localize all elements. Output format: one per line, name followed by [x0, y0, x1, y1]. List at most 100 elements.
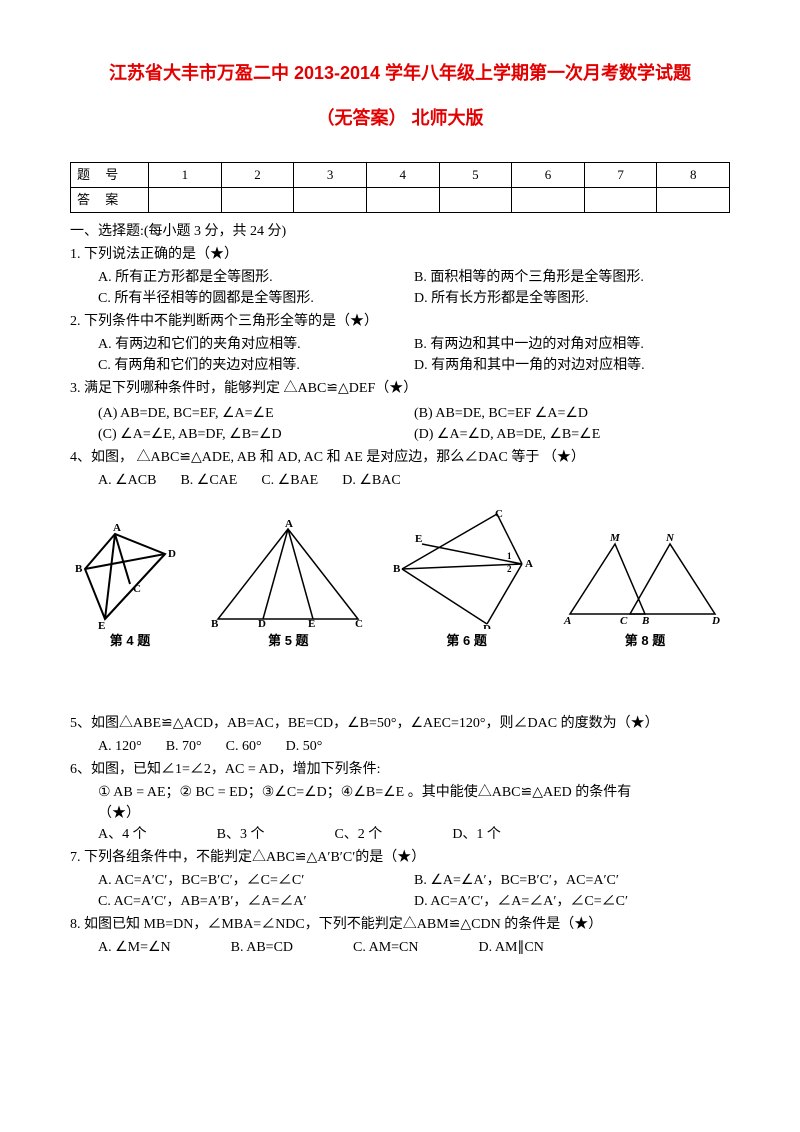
figure-4-caption: 第 4 题 — [70, 631, 190, 651]
figure-6-svg: C E B A D 1 2 — [387, 509, 547, 629]
q3-opt-d: (D) ∠A=∠D, AB=DE, ∠B=∠E — [414, 424, 730, 445]
col-8: 8 — [657, 163, 730, 188]
svg-text:E: E — [308, 618, 315, 629]
ans-5 — [439, 188, 512, 213]
q7-opt-c: C. AC=A′C′，AB=A′B′，∠A=∠A′ — [98, 891, 414, 912]
q8-opt-a: A. ∠M=∠N — [98, 937, 171, 958]
section-1-heading: 一、选择题:(每小题 3 分，共 24 分) — [70, 221, 730, 242]
figure-8-caption: 第 8 题 — [560, 631, 730, 651]
q8-stem: 8. 如图已知 MB=DN，∠MBA=∠NDC，下列不能判定△ABM≌△CDN … — [70, 914, 730, 935]
svg-text:C: C — [133, 583, 141, 595]
q5-stem: 5、如图△ABE≌△ACD，AB=AC，BE=CD，∠B=50°，∠AEC=12… — [70, 713, 730, 734]
svg-text:N: N — [665, 532, 675, 544]
q4-opt-c: C. ∠BAE — [261, 470, 318, 491]
q3-opt-a: (A) AB=DE, BC=EF, ∠A=∠E — [98, 403, 414, 424]
row-label-1: 题 号 — [71, 163, 149, 188]
svg-text:A: A — [113, 522, 121, 534]
q6-opt-d: D、1 个 — [452, 824, 501, 845]
q4-opt-d: D. ∠BAC — [342, 470, 400, 491]
figure-8-svg: M N A C B D — [560, 529, 730, 629]
q4-opt-a: A. ∠ACB — [98, 470, 156, 491]
ans-8 — [657, 188, 730, 213]
svg-text:2: 2 — [507, 564, 512, 574]
q2-opt-a: A. 有两边和它们的夹角对应相等. — [98, 334, 414, 355]
q2-opt-d: D. 有两角和其中一角的对边对应相等. — [414, 355, 730, 376]
svg-text:A: A — [285, 519, 293, 530]
q1-opt-c: C. 所有半径相等的圆都是全等图形. — [98, 288, 414, 309]
figure-8: M N A C B D 第 8 题 — [560, 529, 730, 651]
row-label-2: 答 案 — [71, 188, 149, 213]
q7-opt-b: B. ∠A=∠A′，BC=B′C′，AC=A′C′ — [414, 870, 730, 891]
ans-2 — [221, 188, 294, 213]
figure-4-svg: A B E D C — [70, 519, 190, 629]
col-3: 3 — [294, 163, 367, 188]
col-4: 4 — [366, 163, 439, 188]
svg-text:D: D — [168, 548, 176, 560]
q4-opt-b: B. ∠CAE — [180, 470, 237, 491]
q4-stem: 4、如图， △ABC≌△ADE, AB 和 AD, AC 和 AE 是对应边，那… — [70, 447, 730, 468]
q1-opt-b: B. 面积相等的两个三角形是全等图形. — [414, 267, 730, 288]
figure-6: C E B A D 1 2 第 6 题 — [387, 509, 547, 651]
q6-opt-a: A、4 个 — [98, 824, 147, 845]
q5-opt-c: C. 60° — [226, 736, 262, 757]
q6-opt-c: C、2 个 — [334, 824, 382, 845]
q1-opt-d: D. 所有长方形都是全等图形. — [414, 288, 730, 309]
ans-1 — [149, 188, 222, 213]
q8-opt-c: C. AM=CN — [353, 937, 418, 958]
q3-opt-c: (C) ∠A=∠E, AB=DF, ∠B=∠D — [98, 424, 414, 445]
svg-text:B: B — [641, 615, 649, 627]
q6-line2: ① AB = AE；② BC = ED；③∠C=∠D；④∠B=∠E 。其中能使△… — [70, 782, 730, 803]
col-5: 5 — [439, 163, 512, 188]
q6-stem: 6、如图，已知∠1=∠2，AC = AD，增加下列条件: — [70, 759, 730, 780]
figure-5: A B D E C 第 5 题 — [203, 519, 373, 651]
page-subtitle: （无答案） 北师大版 — [70, 105, 730, 132]
svg-text:C: C — [355, 618, 363, 629]
ans-3 — [294, 188, 367, 213]
svg-text:A: A — [563, 615, 571, 627]
q7-opt-a: A. AC=A′C′，BC=B′C′，∠C=∠C′ — [98, 870, 414, 891]
figure-row: A B E D C 第 4 题 A B D E C 第 5 题 — [70, 509, 730, 651]
q5-opt-b: B. 70° — [166, 736, 202, 757]
ans-4 — [366, 188, 439, 213]
q2-opt-c: C. 有两角和它们的夹边对应相等. — [98, 355, 414, 376]
svg-text:B: B — [393, 563, 401, 575]
figure-5-svg: A B D E C — [203, 519, 373, 629]
page-title: 江苏省大丰市万盈二中 2013-2014 学年八年级上学期第一次月考数学试题 — [70, 60, 730, 87]
svg-text:1: 1 — [507, 551, 512, 561]
answer-table: 题 号 1 2 3 4 5 6 7 8 答 案 — [70, 162, 730, 213]
svg-text:D: D — [483, 623, 491, 629]
svg-text:D: D — [258, 618, 266, 629]
figure-5-caption: 第 5 题 — [203, 631, 373, 651]
q6-opt-b: B、3 个 — [217, 824, 265, 845]
svg-text:M: M — [609, 532, 621, 544]
q8-opt-d: D. AM∥CN — [479, 937, 544, 958]
svg-text:E: E — [98, 620, 105, 629]
q3-opt-b: (B) AB=DE, BC=EF ∠A=∠D — [414, 403, 730, 424]
svg-text:E: E — [415, 533, 422, 545]
q2-stem: 2. 下列条件中不能判断两个三角形全等的是（★） — [70, 311, 730, 332]
col-7: 7 — [584, 163, 657, 188]
q5-opt-a: A. 120° — [98, 736, 142, 757]
svg-text:D: D — [711, 615, 720, 627]
svg-text:C: C — [495, 509, 503, 520]
svg-text:B: B — [75, 563, 83, 575]
q5-opt-d: D. 50° — [286, 736, 323, 757]
figure-6-caption: 第 6 题 — [387, 631, 547, 651]
q1-opt-a: A. 所有正方形都是全等图形. — [98, 267, 414, 288]
figure-4: A B E D C 第 4 题 — [70, 519, 190, 651]
ans-7 — [584, 188, 657, 213]
svg-text:A: A — [525, 558, 533, 570]
q3-stem: 3. 满足下列哪种条件时，能够判定 △ABC≌△DEF（★） — [70, 378, 730, 399]
q7-opt-d: D. AC=A′C′，∠A=∠A′，∠C=∠C′ — [414, 891, 730, 912]
col-6: 6 — [512, 163, 585, 188]
q6-mark: （★） — [70, 803, 730, 824]
ans-6 — [512, 188, 585, 213]
col-2: 2 — [221, 163, 294, 188]
q2-opt-b: B. 有两边和其中一边的对角对应相等. — [414, 334, 730, 355]
col-1: 1 — [149, 163, 222, 188]
q7-stem: 7. 下列各组条件中，不能判定△ABC≌△A′B′C′的是（★） — [70, 847, 730, 868]
q1-stem: 1. 下列说法正确的是（★） — [70, 244, 730, 265]
svg-text:B: B — [211, 618, 219, 629]
q8-opt-b: B. AB=CD — [231, 937, 293, 958]
svg-text:C: C — [620, 615, 628, 627]
